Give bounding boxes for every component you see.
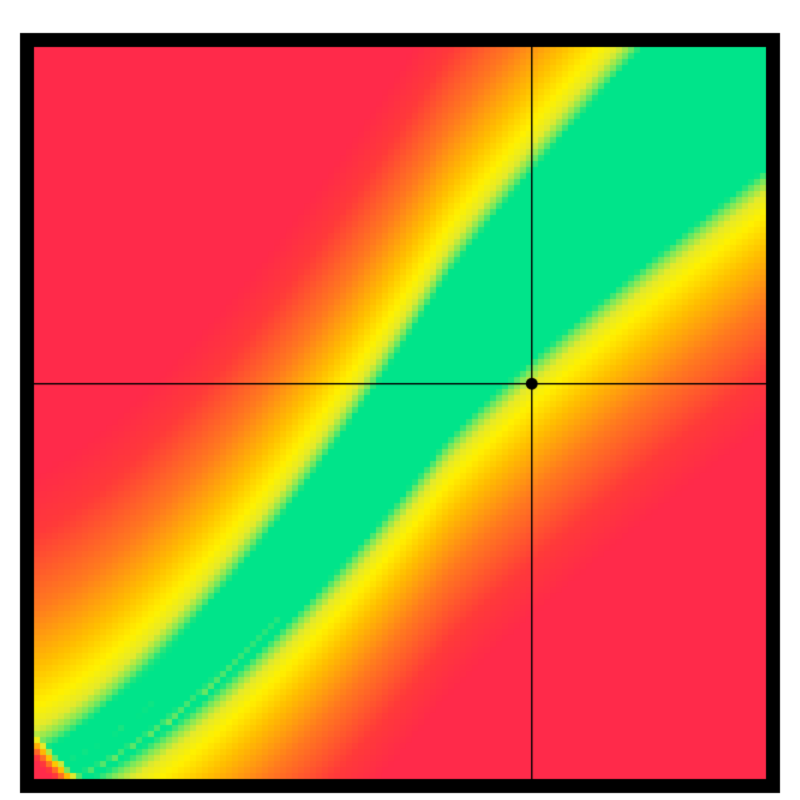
bottleneck-heatmap-canvas [0, 0, 800, 800]
